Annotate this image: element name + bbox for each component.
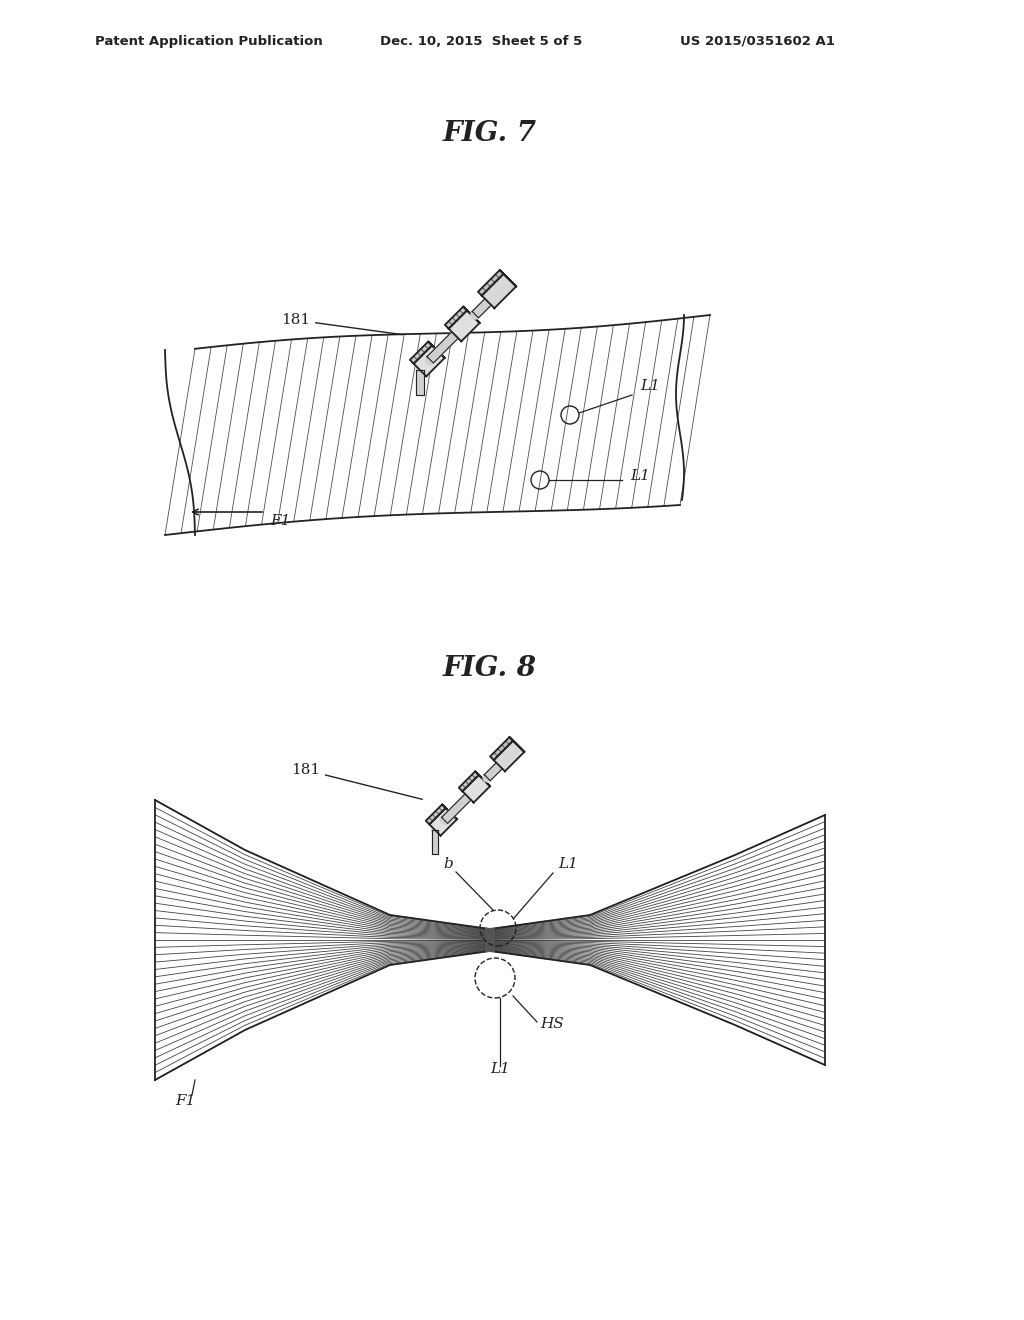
Text: FIG. 8: FIG. 8 [443,655,537,682]
Polygon shape [444,306,467,329]
Polygon shape [417,370,424,395]
Polygon shape [426,804,445,825]
Polygon shape [494,741,524,771]
Polygon shape [441,784,480,824]
Text: US 2015/0351602 A1: US 2015/0351602 A1 [680,36,835,48]
Polygon shape [463,306,479,323]
Polygon shape [483,774,492,781]
Text: HS: HS [540,1016,564,1031]
Polygon shape [449,310,479,342]
Polygon shape [459,771,479,791]
Polygon shape [432,826,438,833]
Text: 181: 181 [291,763,422,800]
Text: L1: L1 [558,857,578,871]
Text: FIG. 7: FIG. 7 [443,120,537,147]
Text: F1: F1 [175,1094,196,1107]
Polygon shape [431,830,438,854]
Polygon shape [429,808,457,836]
Polygon shape [500,271,516,286]
Polygon shape [484,751,514,780]
Text: F1: F1 [270,513,291,528]
Text: b: b [443,857,453,871]
Text: 181: 181 [281,313,402,335]
Text: L1: L1 [490,1063,510,1076]
Polygon shape [427,322,468,363]
Polygon shape [463,775,490,803]
Text: L1: L1 [630,469,650,483]
Text: L1: L1 [640,379,659,393]
Polygon shape [440,816,449,825]
Polygon shape [410,342,432,364]
Polygon shape [471,310,480,319]
Polygon shape [414,346,444,376]
Polygon shape [482,273,516,308]
Polygon shape [417,367,424,374]
Polygon shape [475,771,490,787]
Polygon shape [478,271,504,296]
Text: Dec. 10, 2015  Sheet 5 of 5: Dec. 10, 2015 Sheet 5 of 5 [380,36,583,48]
Polygon shape [490,737,513,760]
Polygon shape [428,342,444,358]
Polygon shape [442,804,457,820]
Polygon shape [426,355,434,364]
Text: Patent Application Publication: Patent Application Publication [95,36,323,48]
Polygon shape [472,286,504,318]
Polygon shape [510,737,524,752]
